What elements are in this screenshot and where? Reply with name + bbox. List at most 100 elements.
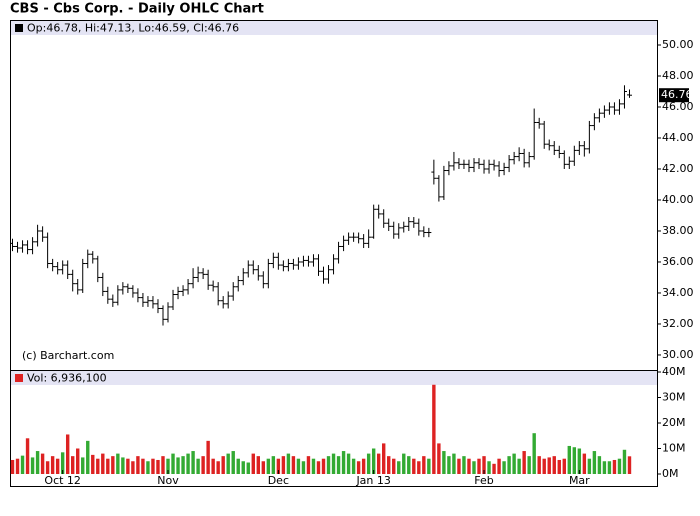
volume-bar xyxy=(557,459,561,474)
volume-bar xyxy=(447,456,451,474)
volume-bar xyxy=(517,458,521,474)
volume-bar xyxy=(161,456,165,474)
volume-bar xyxy=(507,456,511,474)
volume-bar xyxy=(156,459,160,474)
volume-bar xyxy=(417,461,421,474)
volume-bar xyxy=(336,456,341,474)
y-tick-label: 48.00 xyxy=(662,69,694,82)
volume-icon xyxy=(15,374,23,382)
x-tick-label: Mar xyxy=(569,474,590,487)
volume-bar xyxy=(201,456,205,474)
volume-bar xyxy=(437,443,441,474)
volume-bar xyxy=(55,458,60,474)
volume-bar xyxy=(126,458,130,474)
last-price-box xyxy=(659,88,689,103)
y-tick-label: 42.00 xyxy=(662,162,694,175)
y-tick-label: 32.00 xyxy=(662,317,694,330)
volume-bar xyxy=(376,453,381,474)
vol-tick-label: 0M xyxy=(662,467,679,480)
volume-bar xyxy=(166,458,170,474)
volume-bar xyxy=(427,458,431,474)
y-tick-label: 40.00 xyxy=(662,193,694,206)
volume-bar xyxy=(562,458,566,474)
volume-bar xyxy=(572,447,577,474)
volume-bar xyxy=(592,451,597,474)
volume-bar xyxy=(607,461,612,474)
volume-bar xyxy=(136,456,140,474)
volume-bar xyxy=(617,458,622,474)
volume-bar xyxy=(346,453,351,474)
volume-bar xyxy=(281,456,286,474)
volume-bar xyxy=(597,456,602,474)
volume-bar xyxy=(587,458,592,474)
volume-bar xyxy=(306,456,311,474)
chart-title: CBS - Cbs Corp. - Daily OHLC Chart xyxy=(10,2,264,17)
volume-bar xyxy=(397,461,401,474)
y-tick-label: 44.00 xyxy=(662,131,694,144)
volume-bar xyxy=(151,458,155,474)
y-tick-label: 36.00 xyxy=(662,255,694,268)
volume-bar xyxy=(111,456,115,474)
y-tick-label: 46.00 xyxy=(662,100,694,113)
volume-bar xyxy=(542,458,546,474)
price-info: Op:46.78, Hi:47.13, Lo:46.59, Cl:46.76 xyxy=(27,22,239,35)
price-icon xyxy=(15,24,23,32)
volume-bar xyxy=(482,456,486,474)
volume-bar xyxy=(502,461,506,474)
volume-bar xyxy=(191,451,195,474)
volume-bar xyxy=(211,458,215,474)
volume-bar xyxy=(106,458,110,474)
volume-bar xyxy=(86,440,90,474)
volume-bar xyxy=(537,456,541,474)
volume-bar xyxy=(171,453,175,474)
volume-bar xyxy=(266,458,271,474)
volume-bar xyxy=(141,458,145,474)
volume-bar xyxy=(241,461,245,474)
volume-bar xyxy=(20,455,25,474)
volume-bar xyxy=(512,453,516,474)
vol-tick-label: 40M xyxy=(662,365,686,378)
volume-bar xyxy=(522,451,526,474)
volume-bar xyxy=(356,461,361,474)
volume-bar xyxy=(30,457,35,474)
volume-bar xyxy=(462,456,466,474)
vol-tick-label: 10M xyxy=(662,442,686,455)
volume-bar xyxy=(146,461,150,474)
volume-bar xyxy=(221,456,225,474)
volume-bar xyxy=(487,461,491,474)
volume-bar xyxy=(467,458,471,474)
volume-bar xyxy=(10,459,15,474)
vol-tick-label: 20M xyxy=(662,416,686,429)
volume-bar xyxy=(331,453,336,474)
x-tick-label: Dec xyxy=(268,474,289,487)
volume-bar xyxy=(40,453,45,474)
volume-bar xyxy=(326,456,331,474)
volume-bar xyxy=(246,462,250,474)
volume-bar xyxy=(96,458,100,474)
volume-bar xyxy=(366,453,371,474)
volume-bar xyxy=(181,456,185,474)
volume-bar xyxy=(91,454,95,474)
volume-bar xyxy=(25,438,30,474)
y-tick-label: 34.00 xyxy=(662,286,694,299)
volume-bar xyxy=(382,443,386,474)
volume-bar xyxy=(492,463,496,474)
volume-bar xyxy=(81,457,85,474)
vol-tick-label: 30M xyxy=(662,391,686,404)
volume-bar xyxy=(432,384,436,474)
volume-bar xyxy=(412,458,416,474)
volume-bar xyxy=(176,457,180,474)
volume-bar xyxy=(256,456,260,474)
volume-bar xyxy=(387,456,391,474)
volume-bar xyxy=(76,448,80,474)
volume-bar xyxy=(351,458,356,474)
volume-bar xyxy=(236,458,240,474)
volume-bar xyxy=(301,461,306,474)
volume-info: Vol: 6,936,100 xyxy=(27,372,107,385)
price-panel xyxy=(10,20,658,371)
volume-bar xyxy=(15,458,20,474)
volume-bar xyxy=(532,433,536,474)
volume-bar xyxy=(276,458,281,474)
volume-bar xyxy=(321,458,326,474)
